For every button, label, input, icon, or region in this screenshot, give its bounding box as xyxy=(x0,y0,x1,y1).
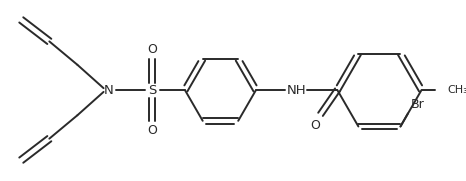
Text: O: O xyxy=(147,43,157,56)
Text: O: O xyxy=(147,124,157,137)
Text: O: O xyxy=(310,119,320,132)
Text: CH₃: CH₃ xyxy=(448,85,466,95)
Text: S: S xyxy=(148,84,157,96)
Text: N: N xyxy=(103,84,113,96)
Text: NH: NH xyxy=(287,84,306,96)
Text: Br: Br xyxy=(411,98,424,111)
